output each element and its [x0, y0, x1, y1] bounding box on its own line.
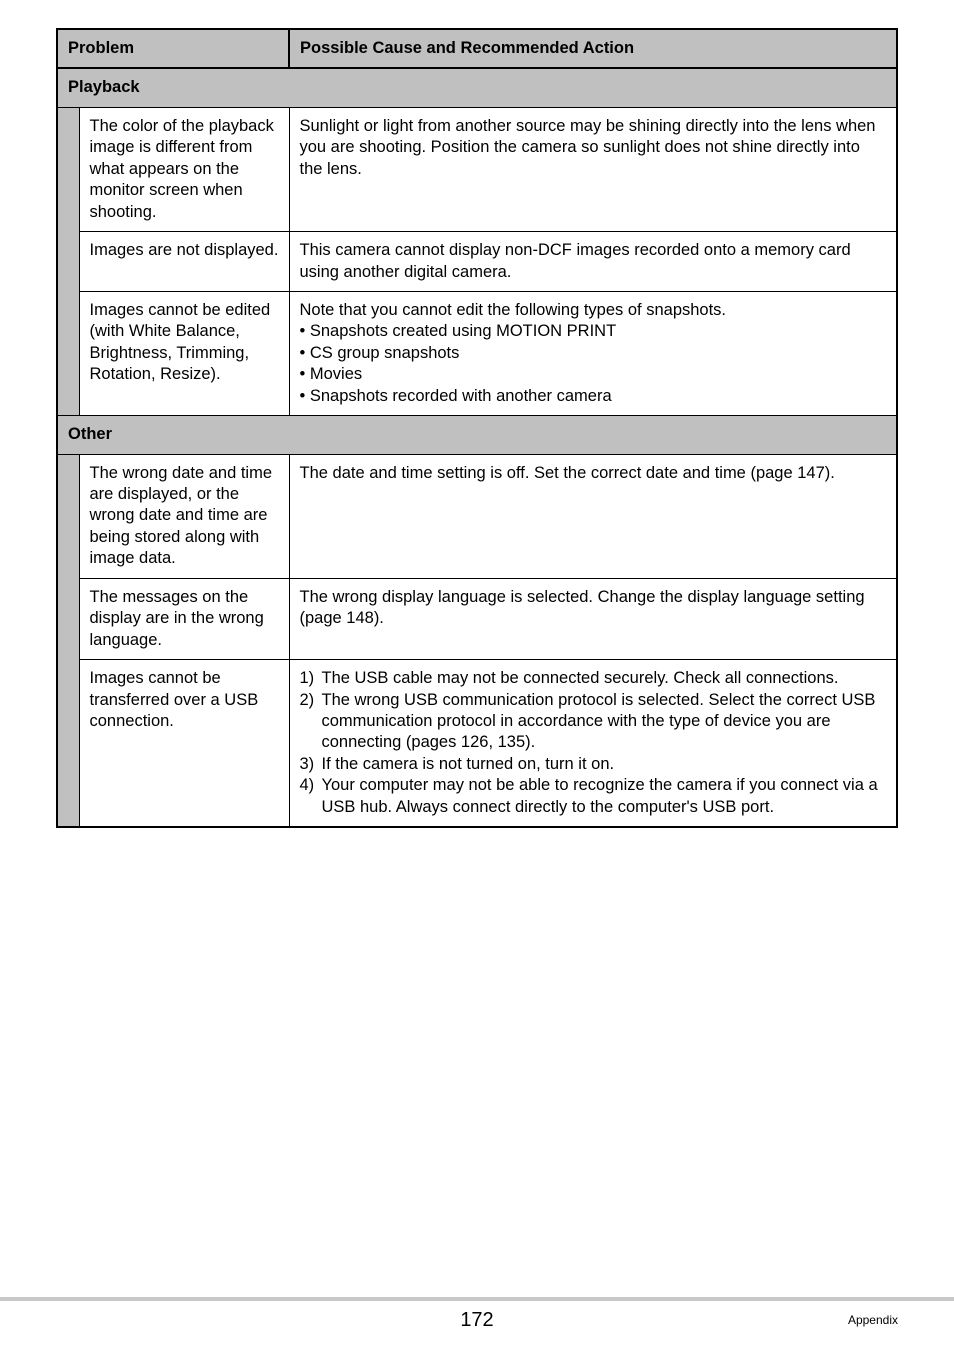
header-problem: Problem: [57, 29, 289, 68]
action-cell: Sunlight or light from another source ma…: [289, 107, 897, 231]
numbered-item: 2) The wrong USB communication protocol …: [300, 690, 887, 754]
table-row: The wrong date and time are displayed, o…: [57, 454, 897, 578]
page-number: 172: [0, 1307, 954, 1333]
bullet-item: Snapshots recorded with another camera: [300, 386, 887, 407]
item-number: 3): [300, 754, 322, 775]
problem-cell: Images cannot be transferred over a USB …: [79, 660, 289, 828]
section-title-other: Other: [57, 416, 897, 454]
action-cell: The date and time setting is off. Set th…: [289, 454, 897, 578]
table-row: Images cannot be edited (with White Bala…: [57, 291, 897, 415]
table-row: The messages on the display are in the w…: [57, 578, 897, 659]
bullet-item: Snapshots created using MOTION PRINT: [300, 321, 887, 342]
bullet-item: Movies: [300, 364, 887, 385]
item-text: If the camera is not turned on, turn it …: [322, 754, 887, 775]
action-cell: 1) The USB cable may not be connected se…: [289, 660, 897, 828]
problem-cell: The wrong date and time are displayed, o…: [79, 454, 289, 578]
section-playback: Playback: [57, 68, 897, 107]
problem-cell: The messages on the display are in the w…: [79, 578, 289, 659]
item-number: 2): [300, 690, 322, 711]
section-title-playback: Playback: [57, 68, 897, 107]
action-intro: Note that you cannot edit the following …: [300, 300, 887, 321]
problem-cell: The color of the playback image is diffe…: [79, 107, 289, 231]
bullet-item: CS group snapshots: [300, 343, 887, 364]
item-text: The wrong USB communication protocol is …: [322, 690, 887, 754]
action-cell: The wrong display language is selected. …: [289, 578, 897, 659]
page-container: Problem Possible Cause and Recommended A…: [0, 0, 954, 1357]
table-row: Images cannot be transferred over a USB …: [57, 660, 897, 828]
indent-playback: [57, 107, 79, 415]
table-header-row: Problem Possible Cause and Recommended A…: [57, 29, 897, 68]
problem-cell: Images are not displayed.: [79, 232, 289, 292]
indent-other: [57, 454, 79, 827]
footer-label: Appendix: [848, 1313, 898, 1329]
table-row: Images are not displayed. This camera ca…: [57, 232, 897, 292]
item-text: Your computer may not be able to recogni…: [322, 775, 887, 818]
numbered-item: 1) The USB cable may not be connected se…: [300, 668, 887, 689]
item-number: 1): [300, 668, 322, 689]
page-footer: 172 Appendix: [0, 1297, 954, 1337]
table-row: The color of the playback image is diffe…: [57, 107, 897, 231]
item-number: 4): [300, 775, 322, 796]
header-action: Possible Cause and Recommended Action: [289, 29, 897, 68]
action-bullets: Snapshots created using MOTION PRINT CS …: [300, 321, 887, 407]
section-other: Other: [57, 416, 897, 454]
troubleshooting-table: Problem Possible Cause and Recommended A…: [56, 28, 898, 828]
action-cell: This camera cannot display non-DCF image…: [289, 232, 897, 292]
numbered-item: 3) If the camera is not turned on, turn …: [300, 754, 887, 775]
item-text: The USB cable may not be connected secur…: [322, 668, 887, 689]
action-cell: Note that you cannot edit the following …: [289, 291, 897, 415]
numbered-item: 4) Your computer may not be able to reco…: [300, 775, 887, 818]
problem-cell: Images cannot be edited (with White Bala…: [79, 291, 289, 415]
